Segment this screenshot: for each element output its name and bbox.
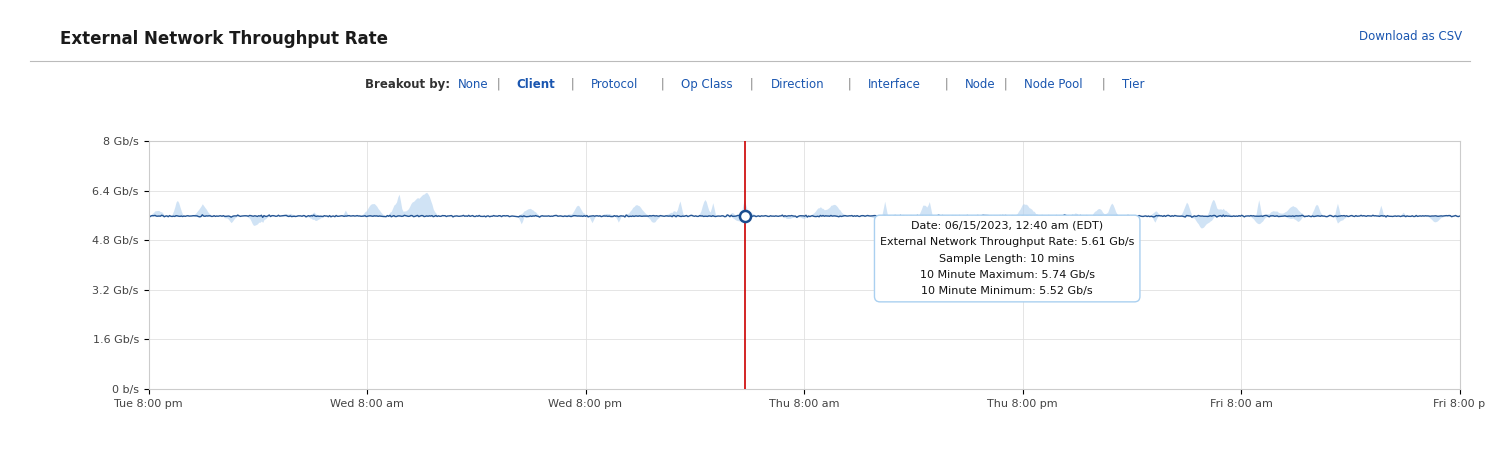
Text: Direction: Direction <box>771 78 824 91</box>
Text: |: | <box>492 78 504 91</box>
Text: |: | <box>843 78 855 91</box>
Text: Tier: Tier <box>1122 78 1144 91</box>
Text: Breakout by:: Breakout by: <box>364 78 450 91</box>
Text: |: | <box>1098 78 1108 91</box>
Text: Client: Client <box>516 78 555 91</box>
Text: External Network Throughput Rate: External Network Throughput Rate <box>60 30 388 48</box>
Text: |: | <box>657 78 668 91</box>
Text: Protocol: Protocol <box>591 78 639 91</box>
Text: Download as CSV: Download as CSV <box>1359 30 1462 43</box>
Text: Interface: Interface <box>867 78 921 91</box>
Text: None: None <box>458 78 488 91</box>
Text: |: | <box>747 78 758 91</box>
Text: Node: Node <box>964 78 996 91</box>
Text: |: | <box>940 78 952 91</box>
Text: Op Class: Op Class <box>681 78 732 91</box>
Text: Date: 06/15/2023, 12:40 am (EDT)
External Network Throughput Rate: 5.61 Gb/s
Sam: Date: 06/15/2023, 12:40 am (EDT) Externa… <box>880 221 1134 296</box>
Text: |: | <box>1000 78 1011 91</box>
Text: |: | <box>567 78 579 91</box>
Text: Node Pool: Node Pool <box>1024 78 1083 91</box>
